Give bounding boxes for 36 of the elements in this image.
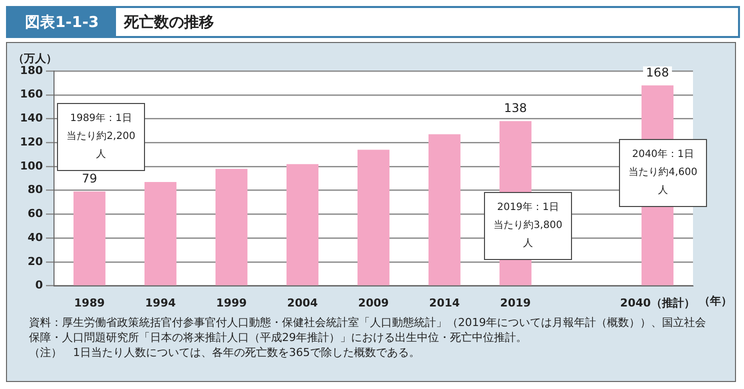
x-tick-label: 2004 — [287, 296, 318, 310]
x-tick-label: 2019 — [500, 296, 531, 310]
y-tick-label: 140 — [20, 112, 44, 125]
y-tick-label: 80 — [28, 183, 44, 196]
x-tick-label: 2040（推計） — [620, 296, 695, 310]
note-box: 1989年：1日当たり約2,200人 — [57, 103, 145, 171]
data-label: 138 — [504, 101, 527, 116]
y-tick-label: 20 — [28, 254, 44, 268]
bar — [428, 134, 460, 286]
bar — [73, 192, 106, 286]
bar — [215, 168, 248, 286]
data-label: 79 — [82, 172, 98, 186]
bar — [358, 150, 390, 286]
y-tick-label: 60 — [28, 207, 44, 220]
bar — [144, 182, 176, 286]
x-tick-label: 1989 — [74, 296, 105, 310]
text: 資料：厚生労働省政策統括官付参事官付人口動態・保健社会統計室「人口動態統計」（2019年については月報年計（概数））、国立社会保障・人口問題研究所「日本の将来推計人口（平成29年推計）」における出生中位・死亡中位推計。 — [29, 315, 707, 345]
bar — [286, 164, 318, 286]
y-tick-label: 160 — [20, 88, 44, 101]
chart-title: 死亡数の推移 — [122, 12, 214, 32]
data-label: 168 — [646, 65, 669, 80]
x-tick-label: 2009 — [358, 296, 389, 310]
note-box: 2019年：1日当たり約3,800人 — [484, 192, 572, 260]
y-tick-label: 0 — [35, 278, 44, 292]
y-tick-label: 120 — [20, 135, 44, 148]
y-axis-title: （万人） — [13, 52, 57, 65]
x-tick-label: 2014 — [429, 296, 460, 310]
y-tick-label: 40 — [28, 230, 44, 244]
chart-subtitle: 図表1-1-3 — [8, 8, 116, 36]
x-axis-title: （年） — [699, 294, 732, 308]
x-tick-label: 1999 — [216, 296, 247, 310]
y-tick-label: 180 — [20, 64, 44, 77]
text: （注） 1日当たり人数については、各年の死亡数を365で除した概数である。 — [29, 345, 421, 360]
note-box: 2040年：1日当たり約4,600人 — [619, 139, 707, 207]
x-tick-label: 1994 — [145, 296, 176, 310]
y-tick-label: 100 — [20, 159, 44, 172]
